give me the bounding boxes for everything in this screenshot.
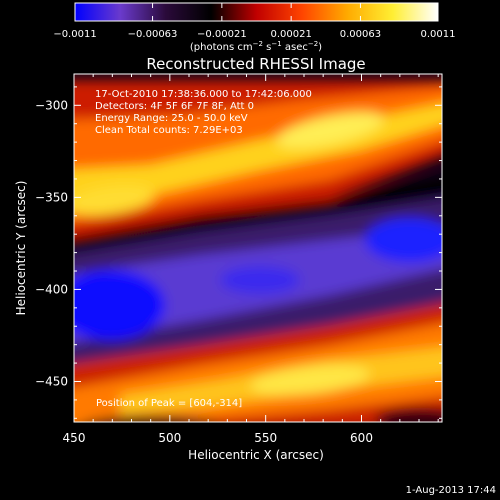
info-line: 17-Oct-2010 17:38:36.000 to 17:42:06.000 <box>95 89 312 100</box>
peak-label: Position of Peak = [604,-314] <box>96 398 242 409</box>
plot-frame <box>73 73 443 423</box>
x-axis-ticks: 450 500 550 600 <box>63 74 439 445</box>
bright-spot-upper <box>276 112 384 148</box>
y-tick-label: −400 <box>35 282 68 296</box>
bright-spot-lower <box>250 364 370 396</box>
y-tick-label: −450 <box>35 374 68 388</box>
heatmap-image <box>74 74 442 422</box>
info-text-block: 17-Oct-2010 17:38:36.000 to 17:42:06.000… <box>95 89 312 136</box>
colorbar-tick-label: −0.00063 <box>128 29 178 40</box>
y-axis-ticks: −300 −350 −400 −450 <box>35 86 442 419</box>
dark-patch-lower-right <box>375 408 442 422</box>
info-line: Clean Total counts: 7.29E+03 <box>95 125 243 136</box>
colorbar-tick-label: −0.00021 <box>197 29 247 40</box>
chart-title: Reconstructed RHESSI Image <box>146 55 365 73</box>
footer-timestamp: 1-Aug-2013 17:44 <box>406 485 496 496</box>
colorbar-units: (photons cm−2 s−1 asec−2) <box>190 40 322 53</box>
colorbar-tick-label: 0.0011 <box>421 29 456 40</box>
x-tick-label: 600 <box>350 431 373 445</box>
negative-minimum-left <box>74 270 165 340</box>
colorbar: −0.0011 −0.00063 −0.00021 0.00021 0.00063 0.0… <box>53 2 456 53</box>
negative-minimum-right <box>365 218 442 262</box>
colorbar-tick-label: −0.0011 <box>53 29 96 40</box>
dark-patch-lower-left <box>89 416 211 422</box>
y-tick-label: −350 <box>35 190 68 204</box>
negative-minimum-mid <box>220 266 300 294</box>
colorbar-tick-label: 0.00021 <box>270 29 311 40</box>
info-line: Energy Range: 25.0 - 50.0 keV <box>95 113 248 124</box>
colorbar-gradient <box>74 2 439 22</box>
x-tick-label: 450 <box>63 431 86 445</box>
x-axis-label: Heliocentric X (arcsec) <box>188 448 324 462</box>
bright-spot-upper-left <box>74 184 155 216</box>
colorbar-ticks: −0.0011 −0.00063 −0.00021 0.00021 0.00063 0.0… <box>53 3 456 40</box>
x-tick-label: 550 <box>254 431 277 445</box>
y-tick-label: −300 <box>35 98 68 112</box>
colorbar-tick-label: 0.00063 <box>340 29 381 40</box>
info-line: Detectors: 4F 5F 6F 7F 8F, Att 0 <box>95 101 254 112</box>
x-tick-label: 500 <box>158 431 181 445</box>
y-axis-label: Heliocentric Y (arcsec) <box>14 181 28 316</box>
